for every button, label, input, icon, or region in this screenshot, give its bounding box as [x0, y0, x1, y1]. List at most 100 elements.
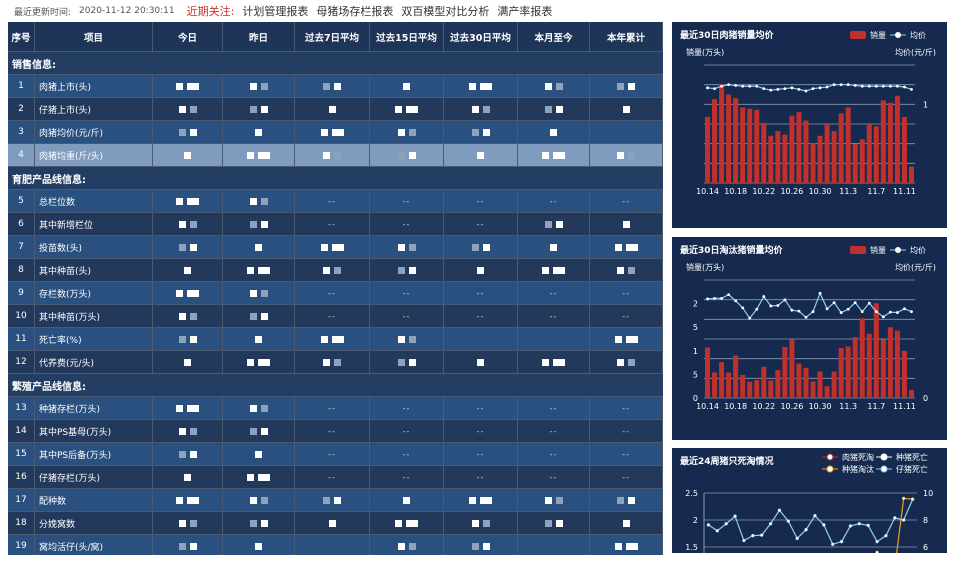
series-point [822, 523, 826, 527]
legend-label: 均价 [910, 30, 926, 40]
masked-value [544, 82, 552, 90]
table-row[interactable]: 19 窝均活仔(头/窝) [8, 535, 663, 555]
table-row[interactable]: 1 肉猪上市(头) [8, 75, 663, 98]
table-row[interactable]: 6 其中新增栏位 -- -- -- [8, 213, 663, 236]
masked-value [471, 519, 479, 527]
masked-value [178, 427, 186, 435]
table-cell: -- [370, 420, 444, 442]
row-item-label: 其中种苗(头) [35, 259, 153, 281]
table-row[interactable]: 8 其中种苗(头) [8, 259, 663, 282]
masked-value [397, 542, 405, 550]
row-number: 2 [8, 98, 35, 120]
masked-value [260, 197, 268, 205]
table-row[interactable]: 7 投苗数(头) [8, 236, 663, 259]
table-row[interactable]: 11 死亡率(%) [8, 328, 663, 351]
bar [824, 386, 830, 398]
price-point [790, 86, 794, 90]
bar [824, 124, 830, 183]
table-cell [590, 328, 663, 350]
chart-panel-mortality: 最近24周猪只死淘情况 肉猪死淘 种猪死亡 种猪淘汰 仔猪死亡 2.5 10 2 8 1.5 6 [672, 448, 947, 553]
table-cell: -- [590, 397, 663, 419]
masked-value [544, 496, 552, 504]
masked-value [544, 519, 552, 527]
table-row[interactable]: 3 肉猪均价(元/斤) [8, 121, 663, 144]
cell-value: -- [476, 219, 485, 229]
masked-value [255, 335, 262, 343]
table-cell [153, 98, 223, 120]
price-point [776, 87, 780, 91]
row-number: 7 [8, 236, 35, 258]
table-cell [153, 466, 223, 488]
table-cell [295, 328, 370, 350]
masked-value [482, 519, 490, 527]
table-cell [444, 328, 518, 350]
table-row[interactable]: 16 仔猪存栏(万头) -- -- -- -- -- [8, 466, 663, 489]
masked-value [408, 335, 416, 343]
table-row[interactable]: 12 代养费(元/头) [8, 351, 663, 374]
link-full-production-report[interactable]: 满产率报表 [497, 5, 553, 18]
price-point [762, 295, 766, 298]
row-item-label: 总栏位数 [35, 190, 153, 212]
masked-value [249, 82, 257, 90]
table-row[interactable]: 18 分娩窝数 [8, 512, 663, 535]
legend-marker [880, 453, 888, 461]
table-cell [153, 121, 223, 143]
masked-value [408, 266, 416, 274]
table-row[interactable]: 4 肉猪均重(斤/头) [8, 144, 663, 167]
masked-value [334, 266, 341, 274]
masked-value [320, 243, 328, 251]
cell-value: -- [476, 196, 485, 206]
x-tick-label: 10.30 [809, 187, 832, 196]
row-number: 15 [8, 443, 35, 465]
table-cell [444, 144, 518, 166]
table-row[interactable]: 17 配种数 [8, 489, 663, 512]
table-row[interactable]: 14 其中PS基母(万头) -- -- -- -- -- [8, 420, 663, 443]
chart-title: 最近30日肉猪销量均价 [680, 29, 775, 41]
masked-value [553, 266, 565, 274]
legend-label: 种猪淘汰 [842, 464, 874, 474]
table-cell: -- [295, 213, 370, 235]
table-row[interactable]: 5 总栏位数 -- -- -- -- -- [8, 190, 663, 213]
table-cell: -- [444, 466, 518, 488]
series-point [715, 529, 720, 533]
table-cell: -- [518, 443, 590, 465]
table-row[interactable]: 9 存栏数(万头) -- -- -- -- -- [8, 282, 663, 305]
column-header: 本月至今 [518, 22, 590, 51]
masked-value [334, 82, 341, 90]
masked-value [189, 542, 197, 550]
row-number: 16 [8, 466, 35, 488]
table-row[interactable]: 15 其中PS后备(万头) -- -- -- -- -- [8, 443, 663, 466]
link-model-comparison[interactable]: 双百模型对比分析 [401, 5, 490, 18]
price-point [874, 310, 878, 314]
series-point [768, 522, 773, 526]
table-row[interactable]: 10 其中种苗(万头) -- -- -- -- -- [8, 305, 663, 328]
table-cell [295, 489, 370, 511]
row-item-label: 肉猪上市(头) [35, 75, 153, 97]
masked-value [249, 312, 257, 320]
legend-line-marker [895, 32, 901, 38]
price-point [755, 307, 759, 311]
section-title: 销售信息: [12, 59, 56, 71]
table-cell: -- [444, 420, 518, 442]
row-item-label: 死亡率(%) [35, 328, 153, 350]
x-tick-label: 10.30 [809, 402, 832, 411]
legend-label: 销量 [870, 30, 886, 40]
bar [768, 135, 774, 183]
masked-value [477, 358, 484, 366]
table-cell [370, 489, 444, 511]
masked-value [189, 220, 197, 228]
series-point [777, 508, 782, 513]
masked-value [178, 128, 186, 136]
price-point [706, 86, 709, 90]
masked-value [331, 335, 344, 343]
update-time: 2020-11-12 20:30:11 [79, 6, 175, 16]
link-sow-inventory-report[interactable]: 母猪场存栏报表 [316, 5, 394, 18]
price-point [797, 87, 801, 91]
bar [866, 333, 872, 398]
table-row[interactable]: 13 种猪存栏(万头) -- -- -- -- -- [8, 397, 663, 420]
x-tick-label: 10.26 [780, 187, 803, 196]
table-row[interactable]: 2 仔猪上市(头) [8, 98, 663, 121]
link-plan-report[interactable]: 计划管理报表 [242, 5, 309, 18]
masked-value [323, 82, 330, 90]
series-point [759, 533, 764, 537]
